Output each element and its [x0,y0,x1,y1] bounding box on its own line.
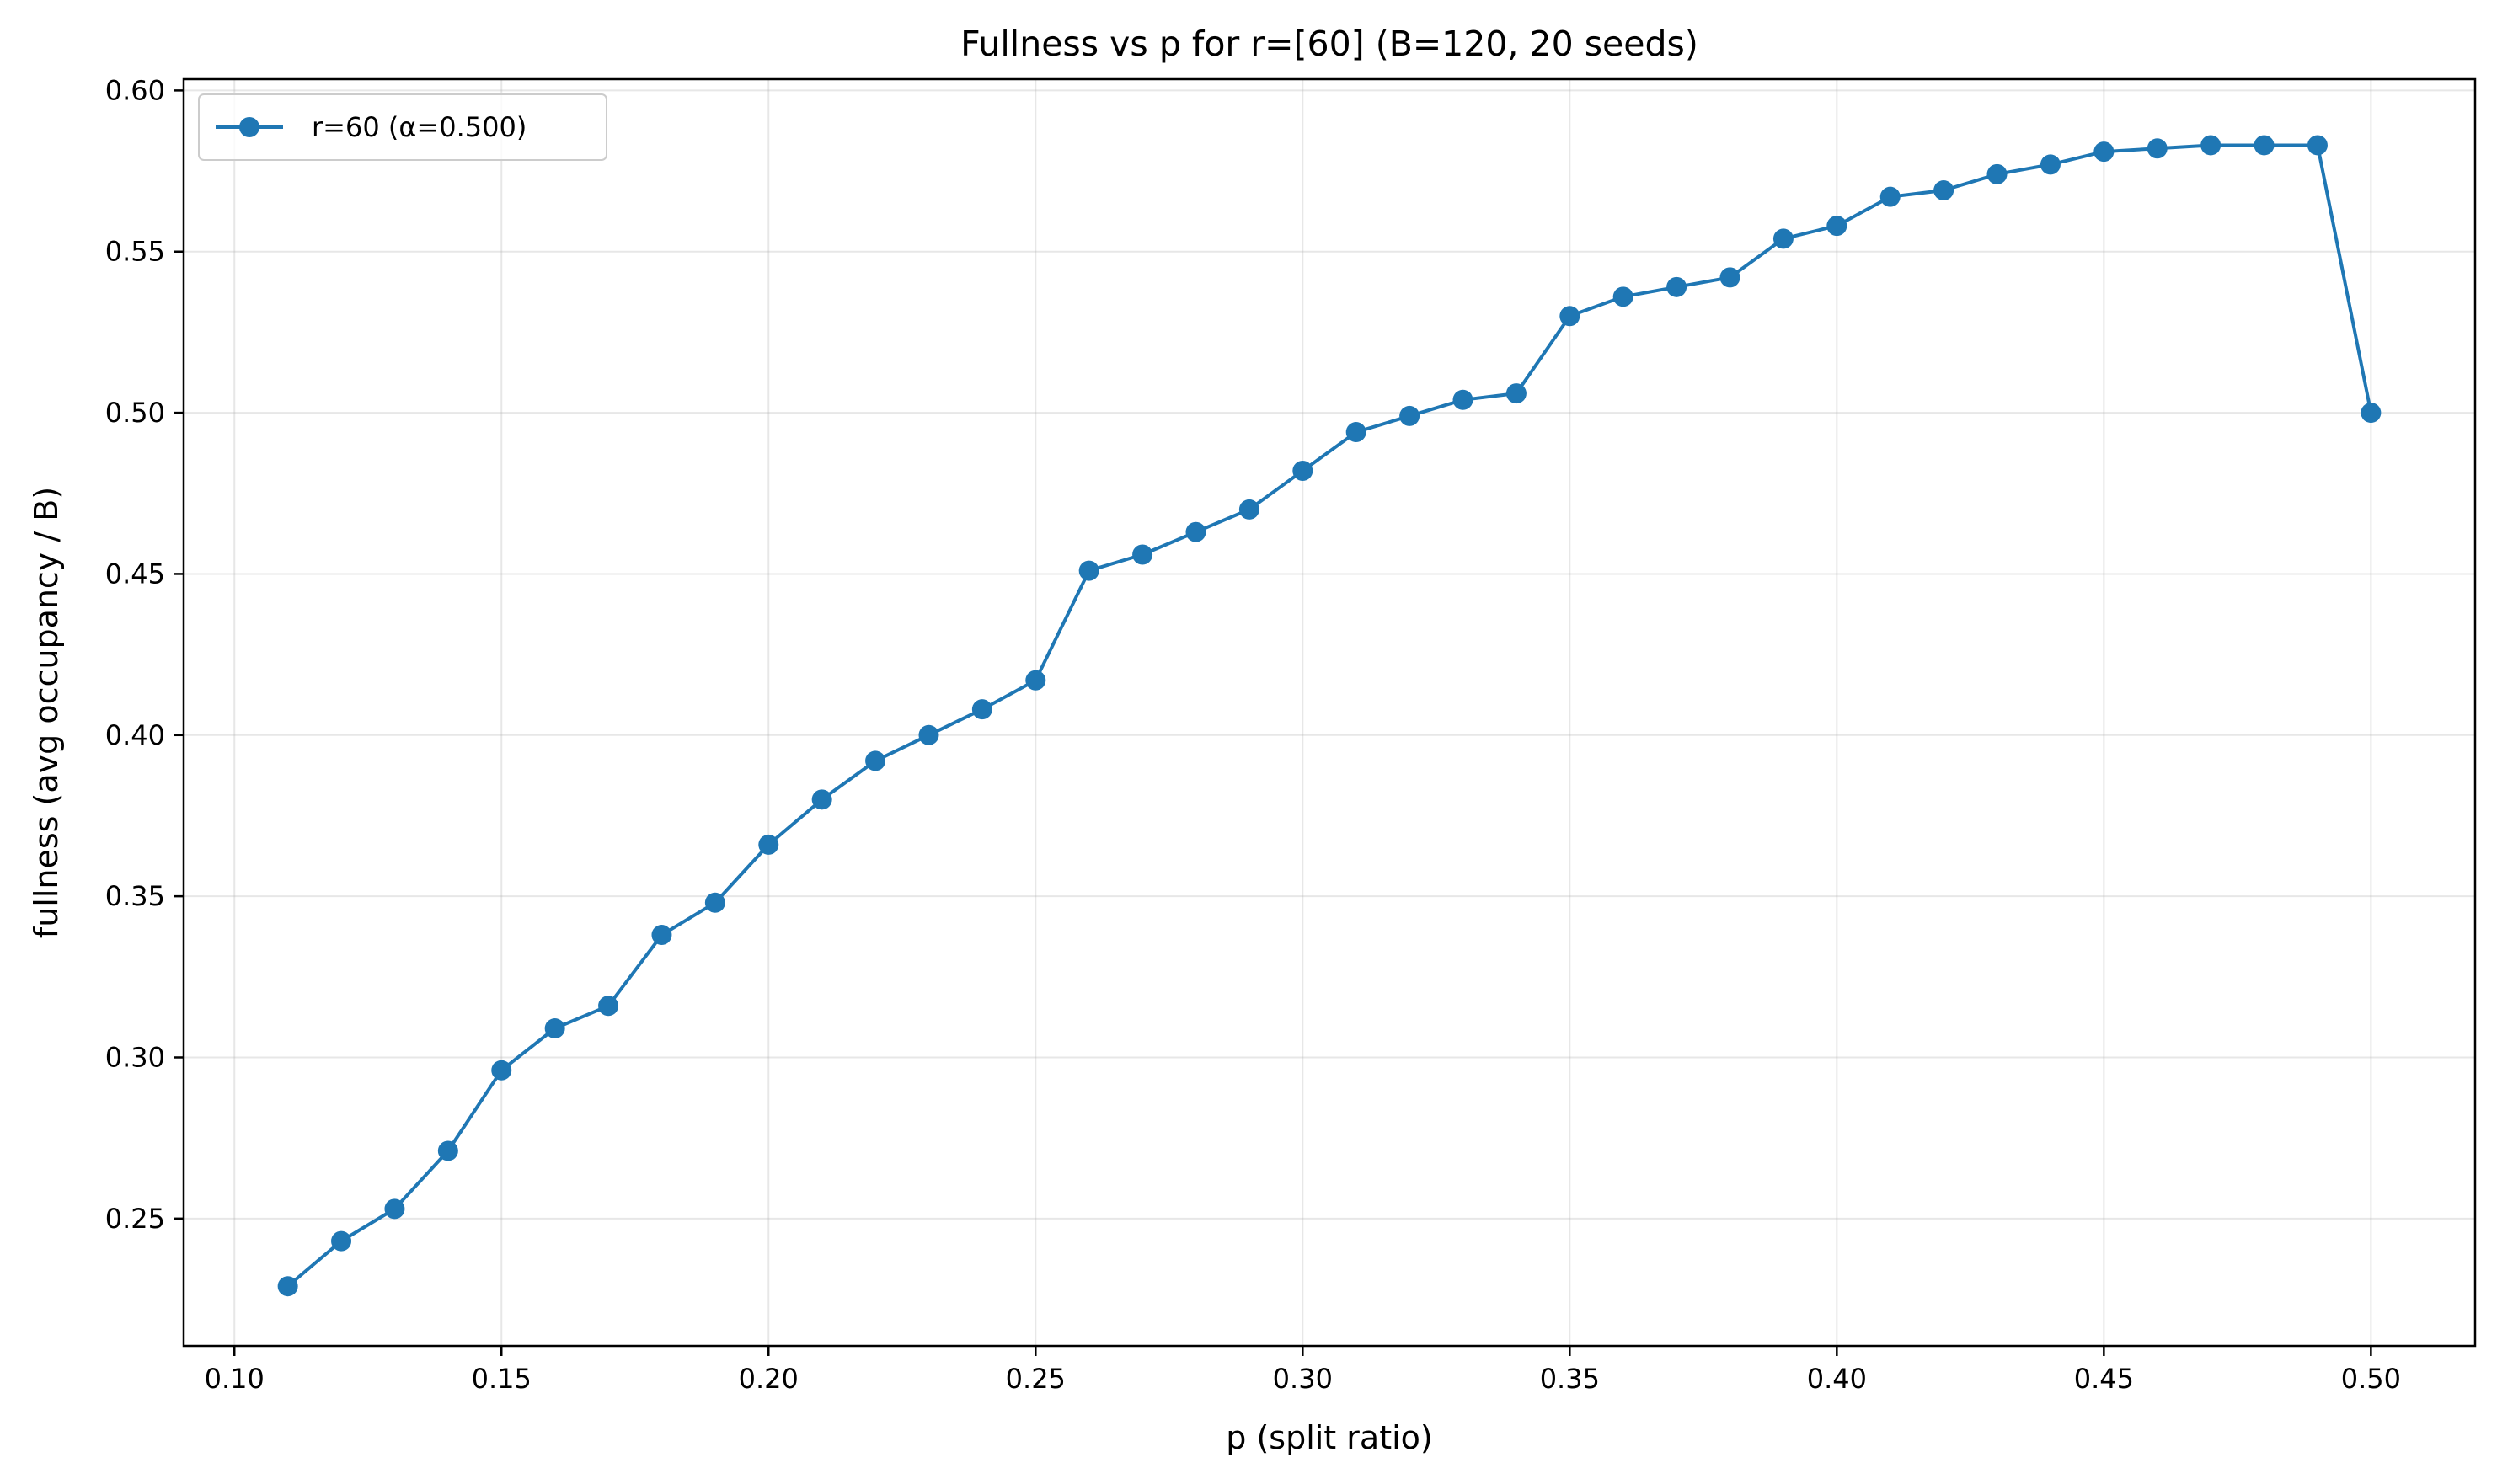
y-axis: 0.25 0.30 0.35 0.40 0.45 0.50 0.55 0.60 [105,74,184,1235]
series-layer [277,135,2382,1297]
legend-label: r=60 (α=0.500) [312,111,527,143]
data-point [1772,228,1794,249]
x-axis: 0.10 0.15 0.20 0.25 0.30 0.35 0.40 0.45 0.50 [205,1346,2401,1395]
data-point [651,925,672,946]
data-point [1933,180,1954,201]
x-tick-label: 0.50 [2341,1363,2401,1395]
plot-frame [182,77,2477,1348]
data-point [1719,267,1740,288]
x-axis-label: p (split ratio) [1226,1419,1432,1456]
legend-marker [239,117,259,137]
data-point [331,1230,352,1252]
series-line [286,143,2373,1288]
data-point [2307,135,2328,156]
data-point [1185,521,1206,542]
data-point [437,1140,458,1161]
data-point [758,834,779,855]
data-point [1292,460,1313,481]
legend: r=60 (α=0.500) [198,93,607,161]
chart-title: Fullness vs p for r=[60] (B=120, 20 seed… [960,24,1698,64]
legend-box [198,93,607,161]
data-point [865,750,886,771]
data-point [811,789,832,810]
y-axis-label: fullness (avg occupancy / B) [28,487,65,938]
x-tick-label: 0.30 [1273,1363,1333,1395]
data-point [1986,163,2008,184]
data-point [1879,186,1901,207]
data-point [918,724,939,745]
data-point [1238,499,1259,520]
data-point [2040,154,2061,175]
data-point [491,1060,512,1081]
y-tick-label: 0.45 [105,558,165,590]
data-point [2147,138,2168,159]
x-tick-label: 0.25 [1006,1363,1066,1395]
data-point [277,1276,298,1297]
data-point [971,699,992,720]
data-point [1826,216,1847,237]
x-tick-label: 0.35 [1540,1363,1600,1395]
data-point [2361,403,2382,424]
data-point [2254,135,2275,156]
data-point [384,1198,405,1220]
y-tick-label: 0.40 [105,719,165,751]
x-tick-label: 0.45 [2074,1363,2134,1395]
y-tick-label: 0.35 [105,880,165,912]
grid [184,79,2475,1346]
data-point [1399,405,1420,426]
x-tick-label: 0.15 [472,1363,532,1395]
y-tick-label: 0.55 [105,236,165,268]
data-point [1559,306,1580,327]
y-tick-label: 0.30 [105,1041,165,1073]
data-point [2200,135,2222,156]
data-point [1345,422,1366,443]
data-point [598,996,619,1017]
y-tick-label: 0.60 [105,74,165,106]
data-point [2093,141,2115,163]
x-tick-label: 0.40 [1807,1363,1867,1395]
y-tick-label: 0.25 [105,1203,165,1235]
data-point [1612,286,1633,307]
data-point [1505,383,1527,404]
data-point [1025,670,1046,691]
data-point [1666,276,1687,297]
x-tick-label: 0.20 [739,1363,799,1395]
data-point [1452,389,1473,410]
data-point [704,892,725,913]
data-point [1132,544,1153,565]
x-tick-label: 0.10 [205,1363,265,1395]
data-point [1078,560,1099,581]
data-point [544,1018,565,1039]
y-tick-label: 0.50 [105,397,165,429]
